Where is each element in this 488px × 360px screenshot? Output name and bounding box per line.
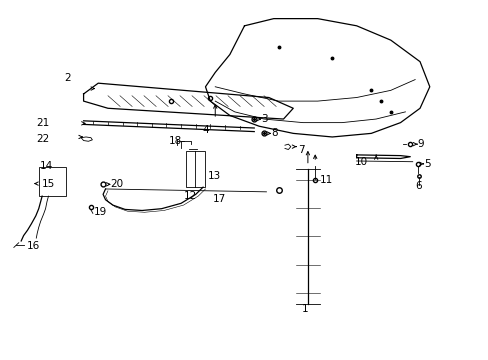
Text: 11: 11 (320, 175, 333, 185)
Text: 13: 13 (207, 171, 221, 181)
Text: 6: 6 (414, 181, 421, 191)
Text: 14: 14 (40, 161, 53, 171)
Text: 16: 16 (27, 241, 41, 251)
Text: 19: 19 (93, 207, 106, 217)
Text: 18: 18 (168, 136, 182, 145)
Text: 4: 4 (202, 125, 208, 135)
Text: 15: 15 (42, 179, 55, 189)
Text: 1: 1 (302, 304, 308, 314)
Text: 3: 3 (261, 114, 267, 124)
Text: 5: 5 (423, 159, 430, 169)
Bar (39, 167, 65, 196)
Text: 10: 10 (354, 157, 367, 167)
Text: 7: 7 (298, 144, 304, 154)
Text: 21: 21 (36, 118, 49, 128)
Text: 20: 20 (110, 179, 123, 189)
Text: 22: 22 (36, 134, 49, 144)
Text: 8: 8 (271, 129, 277, 138)
Text: 17: 17 (212, 194, 225, 204)
Text: 9: 9 (417, 139, 424, 149)
Bar (185, 151, 205, 187)
Text: 2: 2 (64, 73, 71, 83)
Text: 12: 12 (183, 191, 196, 201)
